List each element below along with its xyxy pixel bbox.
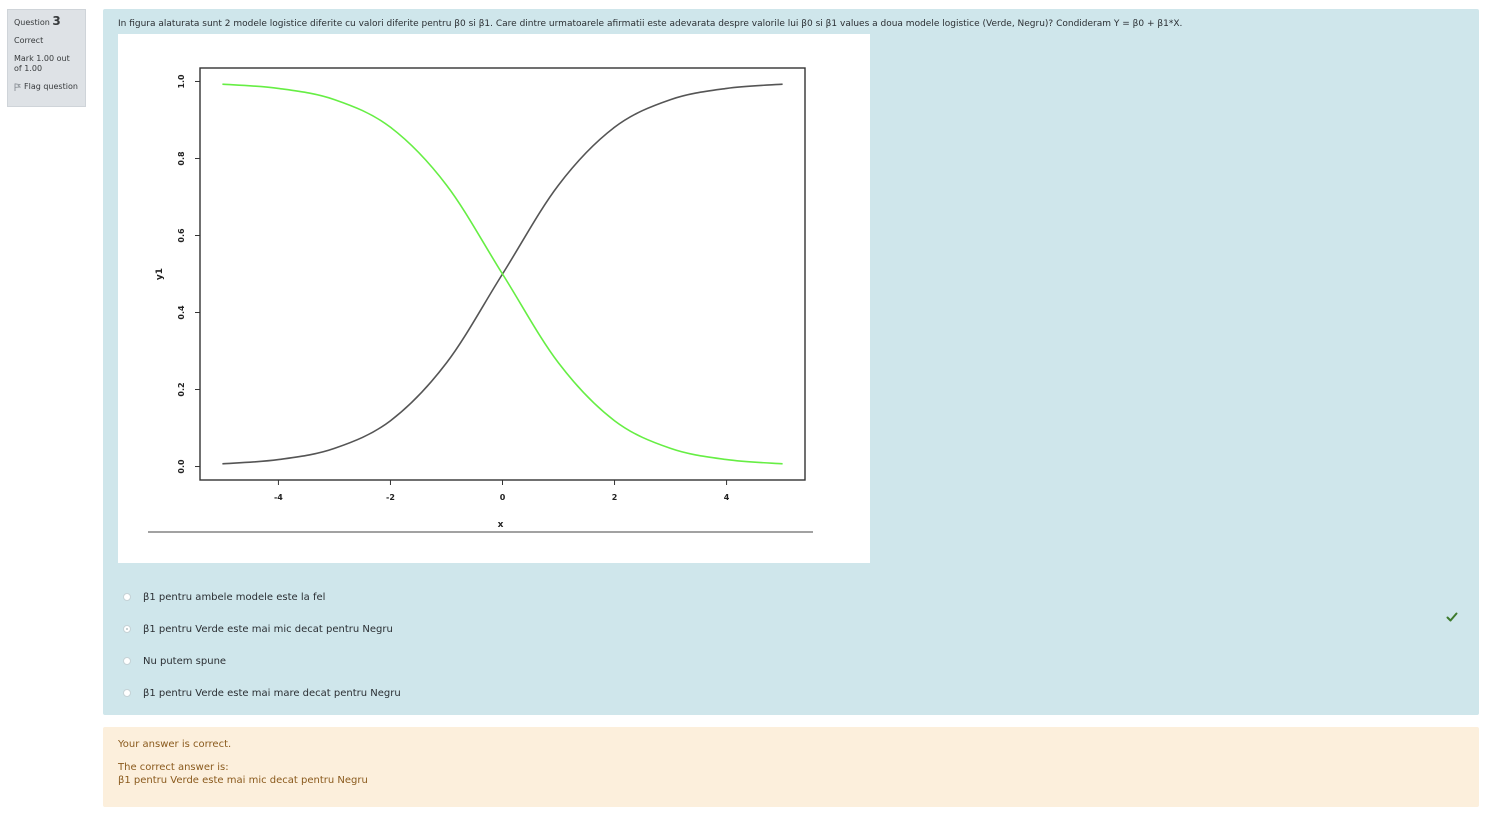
outcome-feedback: Your answer is correct.: [118, 739, 232, 750]
answer-radio-4[interactable]: [123, 689, 131, 697]
grade-line-1: Mark 1.00 out: [14, 54, 70, 63]
question-number-value: 3: [52, 14, 61, 28]
question-state: Correct: [14, 36, 44, 45]
y-tick-label-4: 0.8: [177, 151, 186, 166]
x-tick-label-4: 4: [724, 493, 730, 502]
answer-label-3: Nu putem spune: [143, 655, 227, 667]
question-number: Question 3: [14, 14, 85, 28]
right-answer-label: The correct answer is:: [118, 762, 229, 773]
x-tick-label-2: 0: [500, 493, 506, 502]
outcome-panel: Your answer is correct. The correct answ…: [103, 727, 1479, 807]
answer-option-2[interactable]: β1 pentru Verde este mai mic decat pentr…: [123, 613, 401, 645]
right-answer: β1 pentru Verde este mai mic decat pentr…: [118, 775, 368, 786]
answer-options: β1 pentru ambele modele este la fel β1 p…: [123, 581, 401, 709]
correct-check-icon: [1446, 612, 1458, 622]
flag-icon: [14, 83, 21, 91]
question-info-panel: Question 3 Correct Mark 1.00 out of 1.00…: [7, 9, 86, 107]
x-tick-label-3: 2: [612, 493, 618, 502]
y-tick-label-1: 0.2: [177, 382, 186, 396]
question-formulation: In figura alaturata sunt 2 modele logist…: [103, 9, 1479, 715]
y-axis-label: y1: [155, 268, 165, 280]
flag-question-link[interactable]: Flag question: [14, 82, 85, 92]
answer-option-1[interactable]: β1 pentru ambele modele este la fel: [123, 581, 401, 613]
answer-label-1: β1 pentru ambele modele este la fel: [143, 591, 326, 603]
answer-option-4[interactable]: β1 pentru Verde este mai mare decat pent…: [123, 677, 401, 709]
x-axis-label: x: [498, 520, 504, 530]
answer-radio-1[interactable]: [123, 593, 131, 601]
y-tick-label-5: 1.0: [177, 74, 186, 89]
y-tick-label-2: 0.4: [177, 305, 186, 320]
question-text: In figura alaturata sunt 2 modele logist…: [118, 19, 1183, 29]
flag-question-label: Flag question: [24, 82, 78, 91]
answer-label-2: β1 pentru Verde este mai mic decat pentr…: [143, 623, 393, 635]
logistic-chart: -4 -2 0 2 4 0.0 0.2 0.4 0.6 0.8 1.0 x y1: [148, 67, 813, 533]
answer-radio-3[interactable]: [123, 657, 131, 665]
question-grade: Mark 1.00 out of 1.00: [14, 54, 85, 74]
logistic-chart-figure: -4 -2 0 2 4 0.0 0.2 0.4 0.6 0.8 1.0 x y1: [118, 34, 870, 563]
answer-option-3[interactable]: Nu putem spune: [123, 645, 401, 677]
answer-radio-2[interactable]: [123, 625, 131, 633]
x-tick-label-1: -2: [386, 493, 395, 502]
y-tick-label-0: 0.0: [177, 459, 186, 474]
x-tick-label-0: -4: [274, 493, 283, 502]
y-tick-label-3: 0.6: [177, 228, 186, 243]
series-line-1: [222, 83, 783, 465]
question-number-label: Question: [14, 18, 50, 27]
grade-line-2: of 1.00: [14, 64, 43, 73]
answer-label-4: β1 pentru Verde este mai mare decat pent…: [143, 687, 401, 699]
